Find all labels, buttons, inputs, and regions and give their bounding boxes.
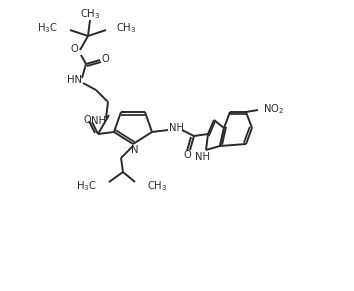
Text: O: O [101,54,109,64]
Text: NH: NH [194,152,210,162]
Text: CH$_3$: CH$_3$ [147,179,167,193]
Text: CH$_3$: CH$_3$ [80,7,100,21]
Text: H$_3$C: H$_3$C [76,179,97,193]
Text: HN: HN [67,75,81,85]
Text: O: O [70,44,78,54]
Text: O: O [183,150,191,160]
Text: CH$_3$: CH$_3$ [116,21,137,35]
Text: N: N [131,145,139,155]
Text: NH: NH [91,116,105,126]
Text: O: O [83,115,91,125]
Text: NO$_2$: NO$_2$ [263,102,285,116]
Text: NH: NH [169,123,183,133]
Text: H$_3$C: H$_3$C [37,21,58,35]
